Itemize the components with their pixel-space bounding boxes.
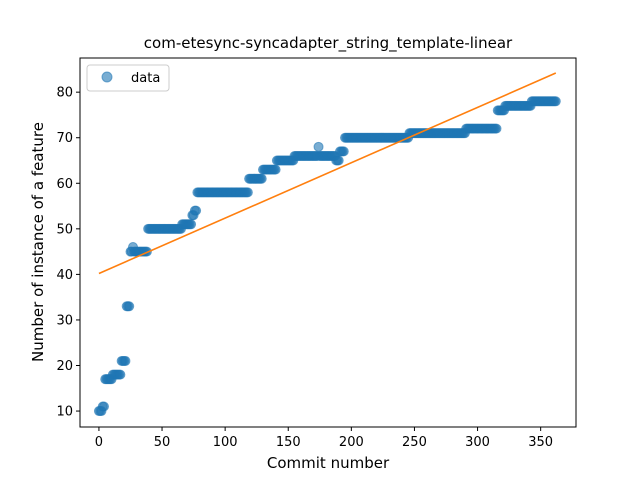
x-tick-label: 50 <box>154 435 171 450</box>
data-point <box>491 123 502 134</box>
y-tick-label: 40 <box>56 268 73 283</box>
y-tick-label: 20 <box>56 359 73 374</box>
data-layer <box>93 96 561 417</box>
x-tick-label: 100 <box>213 435 238 450</box>
legend-label-data: data <box>131 71 160 86</box>
data-point <box>270 164 281 175</box>
x-tick-label: 300 <box>465 435 490 450</box>
fit-layer <box>98 72 557 275</box>
data-point <box>98 401 109 412</box>
y-tick-label: 60 <box>56 177 73 192</box>
x-tick-label: 350 <box>528 435 553 450</box>
x-axis-ticks: 0 50 100 150 200 250 300 350 <box>95 427 553 450</box>
data-point <box>338 146 349 157</box>
data-point <box>333 155 344 166</box>
data-point <box>186 219 197 230</box>
y-tick-label: 10 <box>56 405 73 420</box>
x-axis-label: Commit number <box>267 454 390 472</box>
x-tick-label: 0 <box>95 435 103 450</box>
data-point <box>256 173 267 184</box>
data-point <box>313 141 324 152</box>
chart-title: com-etesync-syncadapter_string_template-… <box>144 34 513 53</box>
x-tick-label: 150 <box>276 435 301 450</box>
legend: data <box>86 64 170 92</box>
legend-box <box>86 64 170 92</box>
x-tick-label: 200 <box>339 435 364 450</box>
y-axis-label: Number of instance of a feature <box>29 122 47 362</box>
y-tick-label: 30 <box>56 313 73 328</box>
data-point <box>550 96 561 107</box>
y-axis-ticks: 10 20 30 40 50 60 70 80 <box>56 86 80 420</box>
legend-marker-data <box>101 71 113 83</box>
data-point <box>124 301 135 312</box>
data-point <box>120 355 131 366</box>
y-tick-label: 50 <box>56 222 73 237</box>
plot-area <box>79 57 577 428</box>
data-point <box>191 205 202 216</box>
trend-line <box>98 72 557 275</box>
data-point <box>242 187 253 198</box>
x-tick-label: 250 <box>402 435 427 450</box>
y-tick-label: 70 <box>56 131 73 146</box>
y-tick-label: 80 <box>56 86 73 101</box>
plot-frame <box>79 57 577 428</box>
data-point <box>115 369 126 380</box>
